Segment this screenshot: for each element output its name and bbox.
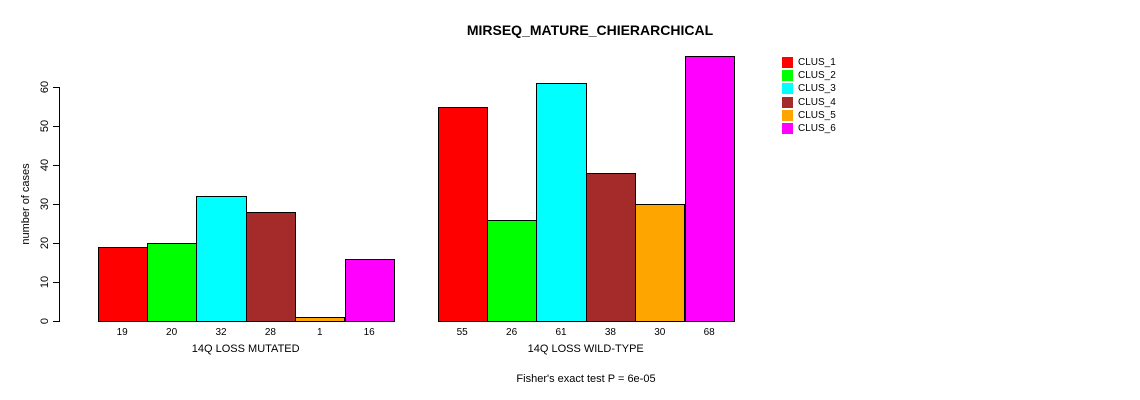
legend-color-swatch	[782, 96, 793, 108]
bar-value-label: 32	[215, 327, 227, 338]
legend-item: CLUS_6	[782, 122, 836, 135]
y-axis-tick	[53, 282, 59, 283]
group-label: 14Q LOSS WILD-TYPE	[527, 343, 644, 355]
bar-value-label: 16	[363, 327, 375, 338]
bar-clus_5	[295, 317, 346, 322]
y-axis-tick-label: 0	[39, 317, 51, 325]
legend-label: CLUS_4	[798, 96, 836, 108]
y-axis-tick	[53, 243, 59, 244]
legend-color-swatch	[782, 109, 793, 121]
bar-value-label: 28	[264, 327, 276, 338]
bar-value-label: 55	[456, 327, 468, 338]
y-axis-tick-label: 10	[39, 275, 51, 289]
bar-value-label: 1	[317, 327, 323, 338]
bar-value-label: 26	[506, 327, 518, 338]
y-axis-tick	[53, 165, 59, 166]
legend-item: CLUS_3	[782, 82, 836, 95]
y-axis-tick-label: 60	[39, 80, 51, 94]
y-axis-tick-label: 20	[39, 236, 51, 250]
chart-title: MIRSEQ_MATURE_CHIERARCHICAL	[466, 22, 714, 38]
y-axis-tick	[53, 87, 59, 88]
bar-clus_1	[97, 246, 148, 322]
bar-clus_5	[635, 204, 686, 322]
bar-value-label: 19	[116, 327, 128, 338]
y-axis-label: number of cases	[20, 163, 32, 245]
legend-item: CLUS_2	[782, 69, 836, 82]
y-axis-tick-label: 40	[39, 158, 51, 172]
y-axis-tick-label: 50	[39, 119, 51, 133]
group-label: 14Q LOSS MUTATED	[191, 343, 300, 355]
legend-label: CLUS_6	[798, 123, 836, 135]
legend-color-swatch	[782, 123, 793, 135]
bar-value-label: 68	[703, 327, 715, 338]
bar-clus_4	[245, 211, 297, 322]
legend-label: CLUS_1	[798, 57, 836, 69]
bar-clus_3	[196, 196, 247, 322]
legend-item: CLUS_4	[782, 96, 836, 109]
bar-clus_3	[536, 83, 587, 322]
bar-clus_2	[146, 243, 198, 322]
bar-value-label: 38	[604, 327, 616, 338]
stat-caption: Fisher's exact test P = 6e-05	[516, 373, 656, 385]
legend-label: CLUS_3	[798, 83, 836, 95]
legend-item: CLUS_1	[782, 56, 836, 69]
y-axis-tick	[53, 126, 59, 127]
bar-value-label: 20	[166, 327, 178, 338]
bar-value-label: 61	[555, 327, 567, 338]
bar-clus_6	[344, 258, 395, 322]
legend-color-swatch	[782, 70, 793, 82]
y-axis-tick-label: 30	[39, 197, 51, 211]
bar-clus_6	[684, 55, 735, 322]
legend-color-swatch	[782, 57, 793, 69]
legend-item: CLUS_5	[782, 109, 836, 122]
y-axis-tick	[53, 321, 59, 322]
bar-clus_1	[437, 106, 488, 322]
legend-color-swatch	[782, 83, 793, 95]
legend-label: CLUS_2	[798, 70, 836, 82]
y-axis-line	[59, 87, 60, 322]
legend-label: CLUS_5	[798, 109, 836, 121]
bar-value-label: 30	[654, 327, 666, 338]
bar-clus_2	[486, 219, 538, 322]
y-axis-tick	[53, 204, 59, 205]
bar-clus_4	[585, 172, 637, 322]
